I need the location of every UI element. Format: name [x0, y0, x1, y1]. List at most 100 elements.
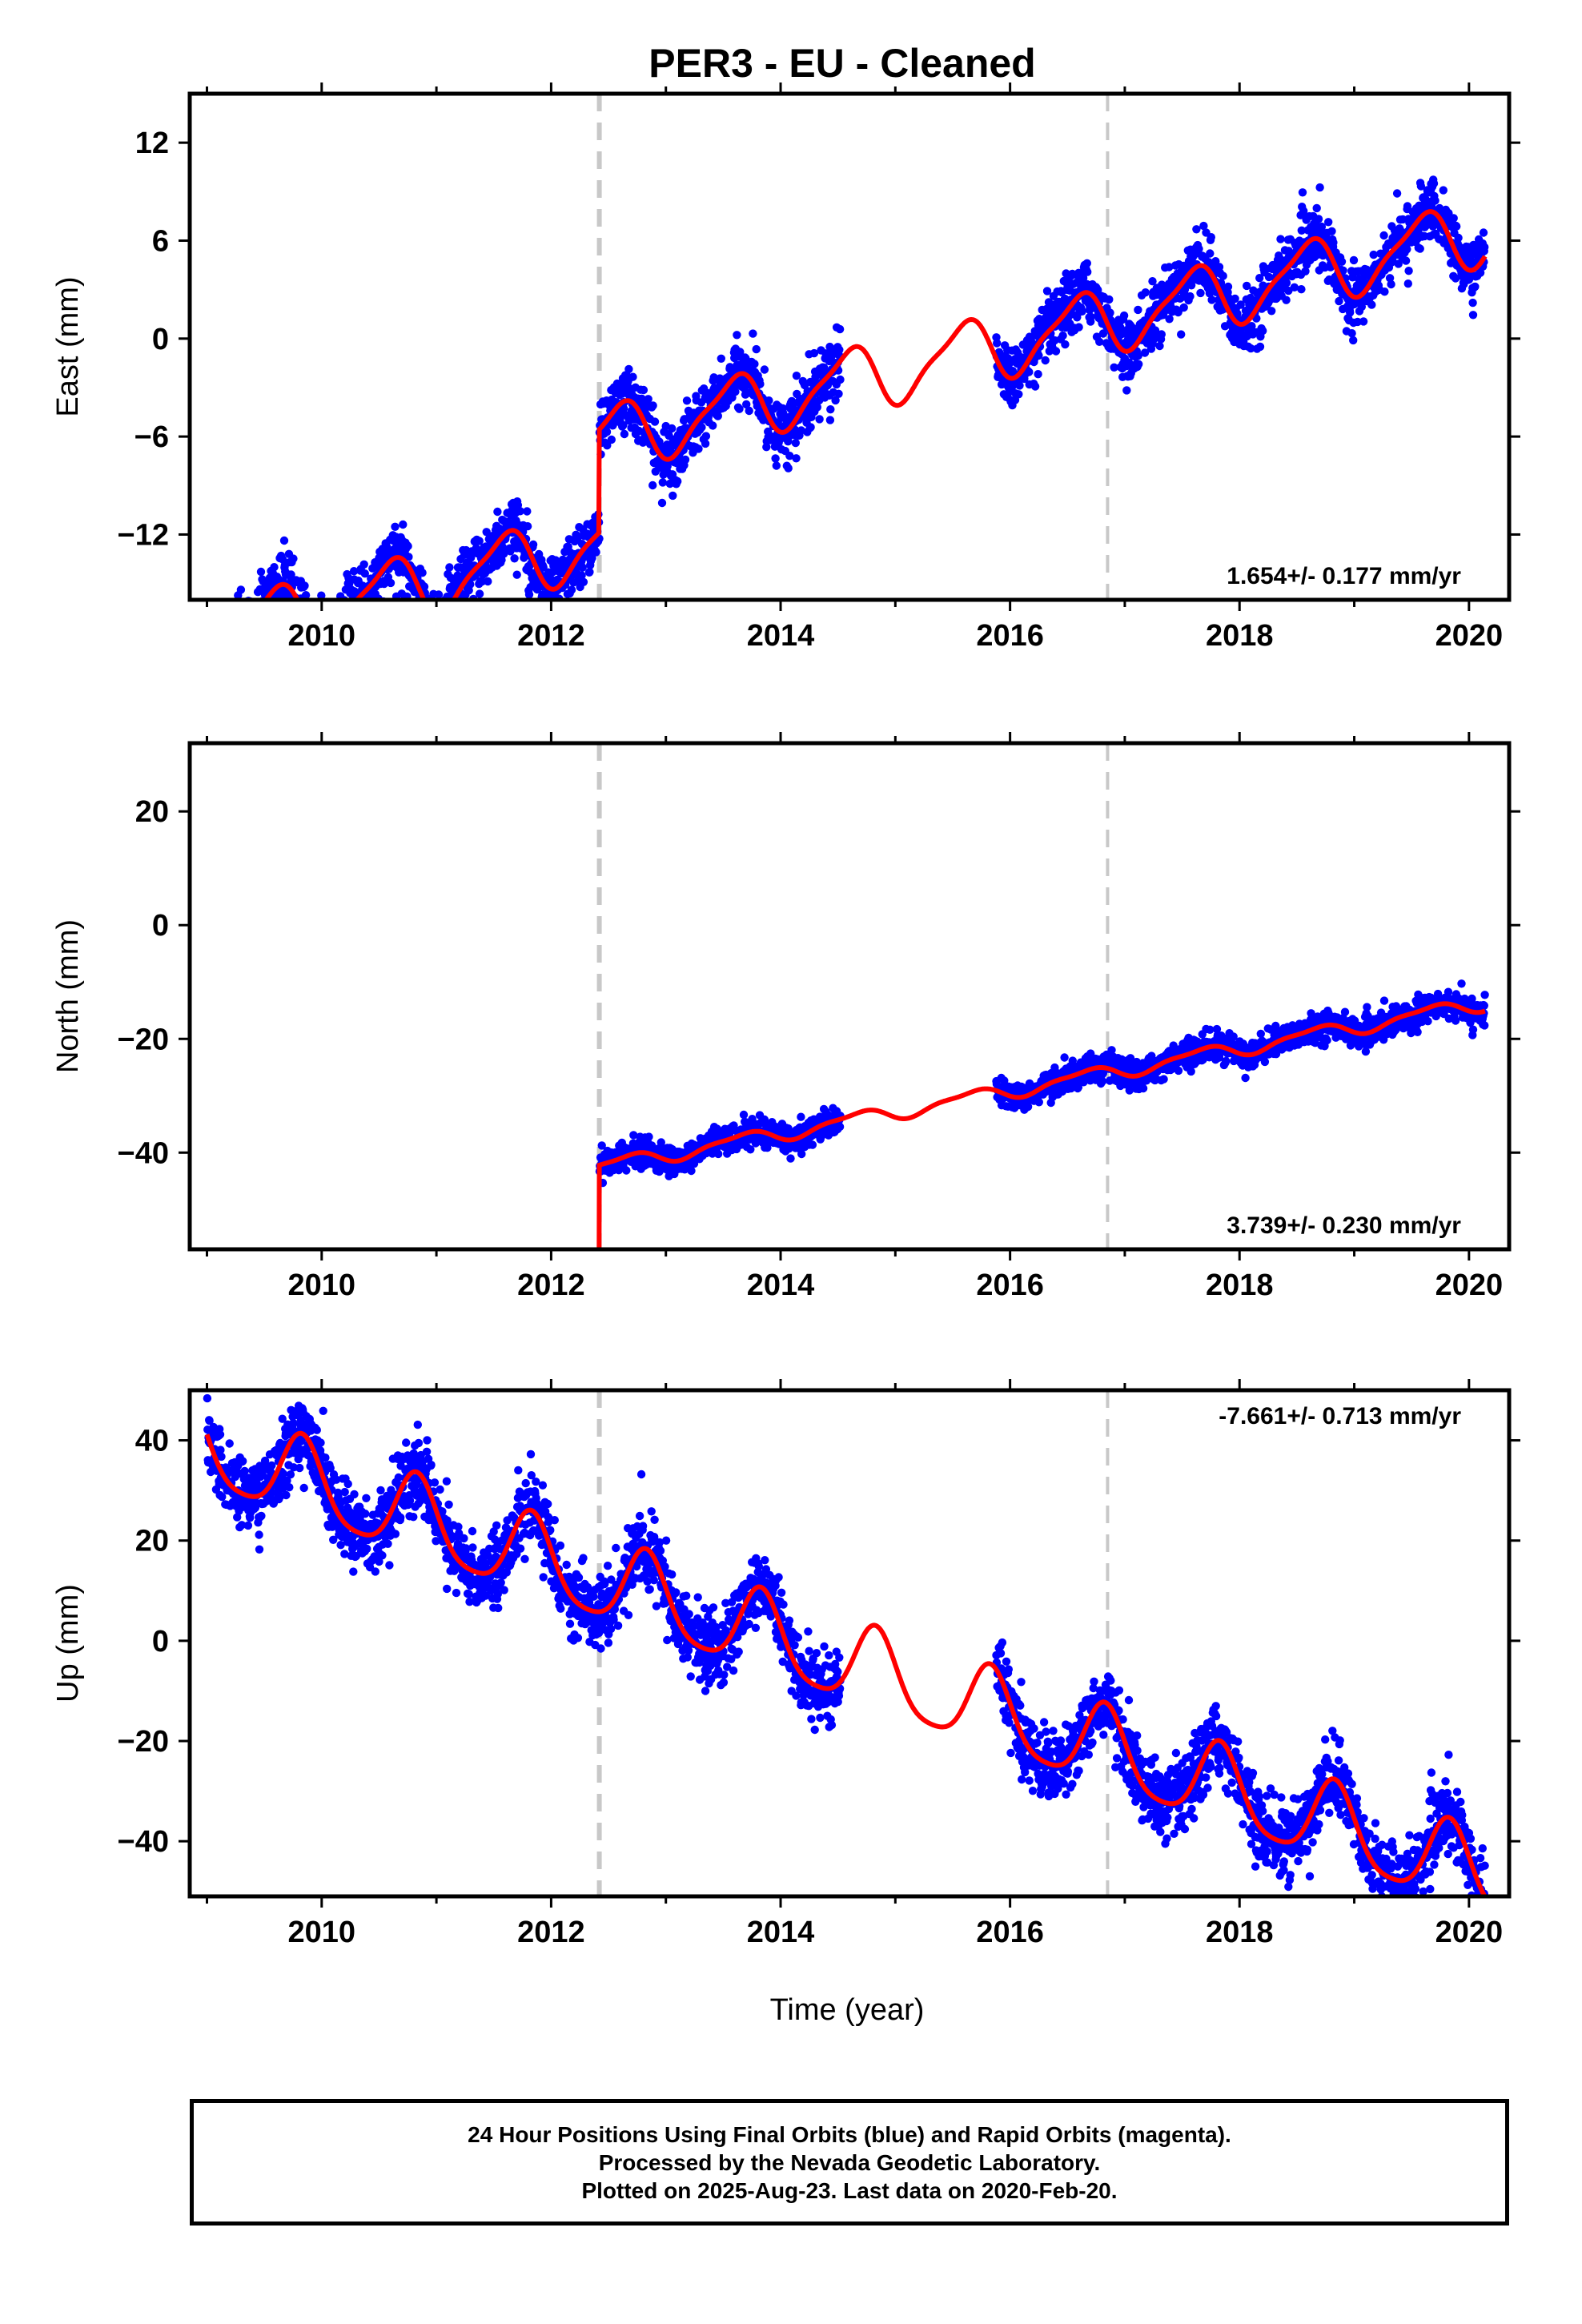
data-point	[1335, 296, 1343, 306]
data-point	[231, 632, 239, 640]
data-point	[230, 629, 238, 637]
data-point	[1317, 222, 1327, 231]
data-point	[323, 1431, 331, 1439]
data-point	[586, 1376, 594, 1384]
data-point	[480, 1393, 488, 1401]
data-point	[568, 1395, 576, 1403]
data-point	[1403, 279, 1413, 288]
data-point	[1095, 337, 1104, 346]
data-point	[363, 1428, 371, 1436]
data-point	[211, 702, 219, 710]
data-point	[404, 553, 413, 561]
data-point	[553, 1395, 561, 1403]
data-point	[476, 1397, 484, 1405]
data-point	[486, 1404, 494, 1412]
data-point	[364, 1431, 372, 1439]
data-point	[391, 1409, 399, 1417]
data-point	[1403, 245, 1411, 254]
data-point	[312, 677, 320, 686]
data-point	[392, 1413, 400, 1421]
data-point	[380, 1417, 388, 1425]
data-point	[254, 609, 262, 617]
data-point	[245, 613, 253, 621]
data-point	[1015, 381, 1024, 390]
data-point	[377, 1420, 385, 1428]
data-point	[227, 1446, 235, 1454]
data-point	[546, 1399, 554, 1407]
data-point	[592, 1381, 600, 1389]
data-point	[217, 658, 225, 666]
data-point	[298, 601, 306, 609]
data-point	[519, 1381, 527, 1389]
data-point	[213, 652, 221, 660]
data-point	[353, 1425, 361, 1433]
data-point	[561, 1403, 569, 1411]
data-point	[1155, 341, 1164, 351]
data-point	[556, 609, 564, 617]
data-point	[255, 629, 263, 637]
data-point	[394, 1416, 402, 1424]
data-point	[235, 631, 243, 639]
data-point	[327, 657, 335, 665]
data-point	[270, 1430, 278, 1438]
data-point	[448, 1416, 456, 1424]
data-point	[216, 666, 224, 674]
data-point	[335, 1444, 343, 1452]
data-point	[427, 633, 435, 641]
data-point	[331, 1442, 339, 1450]
data-point	[424, 1411, 432, 1419]
data-point	[454, 1413, 462, 1421]
data-point	[439, 1413, 447, 1421]
data-point	[215, 639, 223, 647]
data-point	[367, 1424, 375, 1432]
data-point	[507, 1395, 515, 1403]
data-point	[369, 1426, 377, 1434]
data-point	[570, 1396, 578, 1404]
data-point	[488, 1406, 496, 1414]
data-point	[350, 1424, 358, 1432]
data-point	[592, 548, 600, 557]
data-point	[248, 1433, 256, 1441]
data-point	[376, 1421, 384, 1429]
data-point	[543, 1397, 551, 1405]
data-point	[993, 339, 1002, 348]
data-point	[218, 669, 226, 677]
data-point	[501, 1402, 509, 1410]
data-point	[428, 1424, 436, 1432]
data-point	[537, 1395, 545, 1403]
data-point	[563, 1394, 571, 1402]
data-point	[358, 1419, 366, 1427]
data-point	[355, 1429, 363, 1437]
data-point	[251, 1449, 259, 1458]
data-point	[475, 1409, 483, 1417]
data-point	[701, 432, 711, 440]
y-tick-label: 6	[152, 224, 169, 258]
data-point	[386, 578, 396, 588]
data-point	[268, 1427, 276, 1435]
data-point	[258, 623, 266, 631]
data-point	[1298, 188, 1307, 197]
data-point	[1259, 326, 1267, 336]
data-point	[359, 1407, 367, 1415]
data-point	[550, 1400, 558, 1408]
data-point	[1299, 207, 1308, 215]
data-point	[547, 1395, 555, 1403]
data-point	[465, 1411, 473, 1419]
data-point	[432, 623, 440, 631]
data-point	[504, 1399, 512, 1407]
x-tick-label: 2016	[976, 619, 1044, 653]
data-point	[558, 1397, 566, 1405]
data-point	[242, 605, 250, 613]
data-point	[1454, 233, 1463, 243]
data-point	[381, 1423, 389, 1431]
data-point	[834, 389, 843, 398]
data-point	[438, 630, 446, 638]
data-point	[448, 1415, 456, 1423]
data-point	[344, 1431, 352, 1439]
data-point	[583, 1379, 591, 1387]
data-point	[324, 1421, 332, 1429]
data-point	[234, 625, 242, 633]
data-point	[562, 1397, 570, 1405]
data-point	[478, 1408, 486, 1416]
data-point	[400, 1421, 408, 1429]
